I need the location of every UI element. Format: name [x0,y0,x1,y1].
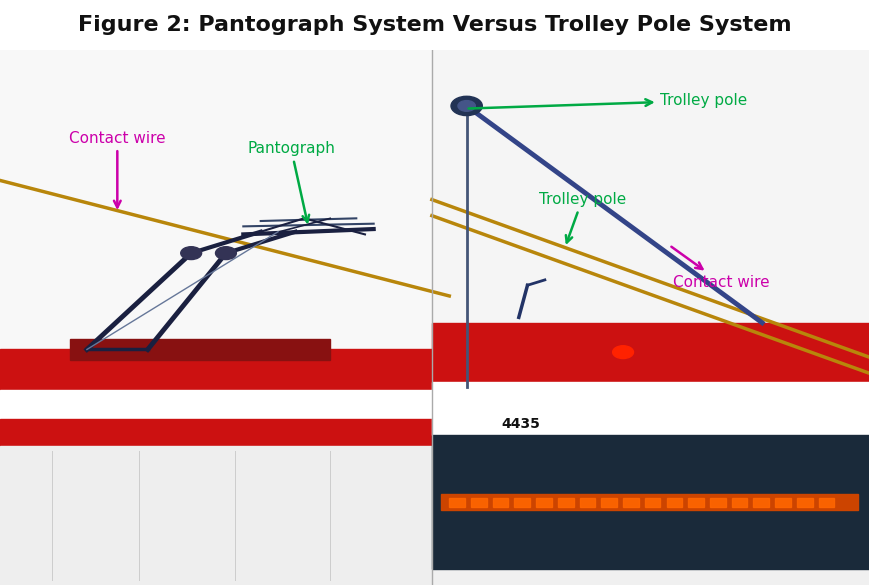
Circle shape [613,346,634,359]
Bar [432,435,869,569]
Bar [623,498,639,507]
Bar [432,381,869,435]
Text: Pantograph: Pantograph [247,141,335,222]
Text: 4435: 4435 [501,418,541,431]
Bar [70,339,330,360]
Bar [710,498,726,507]
Bar [753,498,769,507]
Text: Figure 2: Pantograph System Versus Trolley Pole System: Figure 2: Pantograph System Versus Troll… [77,15,792,35]
Bar [797,498,813,507]
Bar [0,50,432,585]
Bar [601,498,617,507]
Bar [471,498,487,507]
Bar [645,498,660,507]
Bar [580,498,595,507]
Circle shape [458,101,475,111]
Bar [449,498,465,507]
Bar [819,498,834,507]
Circle shape [181,247,202,260]
Bar [688,498,704,507]
Text: Contact wire: Contact wire [672,247,770,290]
Bar [514,498,530,507]
Text: Trolley pole: Trolley pole [468,93,747,108]
Bar [667,498,682,507]
Bar [0,446,432,585]
Circle shape [607,343,639,362]
Bar [432,435,869,585]
Bar [558,498,574,507]
Bar [441,494,858,510]
Text: Contact wire: Contact wire [69,130,166,208]
Bar [432,50,869,585]
Circle shape [216,247,236,260]
Bar [0,349,432,585]
Bar [432,323,869,387]
Bar [775,498,791,507]
Bar [732,498,747,507]
Bar [0,390,432,419]
Bar [493,498,508,507]
Bar [0,419,432,446]
Text: Trolley pole: Trolley pole [539,192,626,243]
Circle shape [451,97,482,116]
Bar [536,498,552,507]
